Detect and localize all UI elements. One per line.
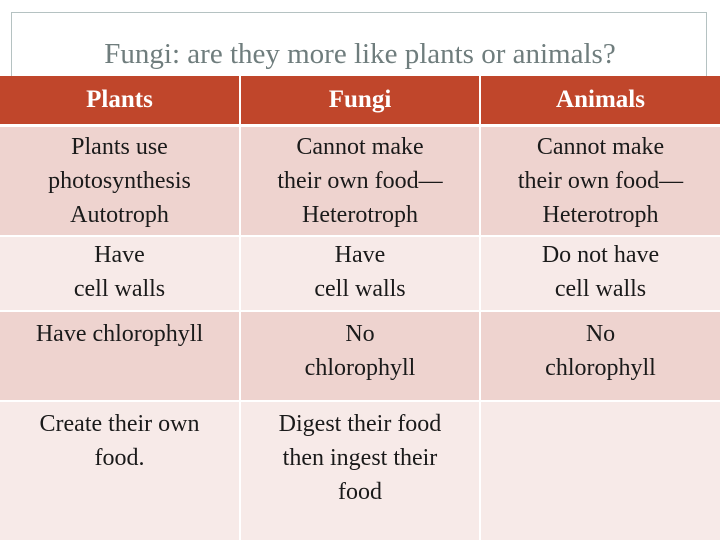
cell-plants-digestion: Create their own food. — [0, 401, 241, 540]
header-fungi: Fungi — [240, 76, 481, 127]
comparison-table: Plants Fungi Animals Plants use photosyn… — [0, 76, 720, 540]
table-row: Create their own food. Digest their food… — [0, 401, 720, 540]
header-animals: Animals — [480, 76, 720, 127]
slide-title: Fungi: are they more like plants or anim… — [104, 38, 616, 70]
cell-fungi-food: Cannot make their own food— Heterotroph — [240, 125, 481, 237]
title-frame — [11, 12, 707, 102]
table-row: Plants use photosynthesis Autotroph Cann… — [0, 125, 720, 237]
cell-animals-cell-walls: Do not have cell walls — [480, 236, 720, 312]
cell-fungi-digestion: Digest their food then ingest their food — [240, 401, 481, 540]
cell-animals-food: Cannot make their own food— Heterotroph — [480, 125, 720, 237]
cell-animals-digestion — [480, 401, 720, 540]
cell-fungi-chlorophyll: No chlorophyll — [240, 311, 481, 402]
cell-plants-cell-walls: Have cell walls — [0, 236, 241, 312]
table-row: Have chlorophyll No chlorophyll No chlor… — [0, 311, 720, 402]
table-row: Have cell walls Have cell walls Do not h… — [0, 236, 720, 312]
cell-plants-food: Plants use photosynthesis Autotroph — [0, 125, 241, 237]
cell-animals-chlorophyll: No chlorophyll — [480, 311, 720, 402]
cell-plants-chlorophyll: Have chlorophyll — [0, 311, 241, 402]
cell-fungi-cell-walls: Have cell walls — [240, 236, 481, 312]
table-header-row: Plants Fungi Animals — [0, 76, 720, 127]
header-plants: Plants — [0, 76, 241, 127]
